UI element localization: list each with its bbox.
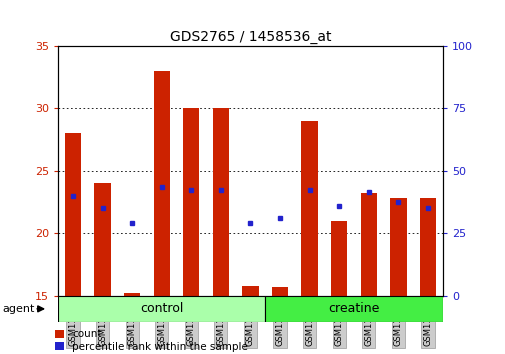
Text: control: control: [140, 302, 183, 315]
Bar: [124, 293, 140, 296]
Bar: [389, 198, 406, 296]
Bar: [301, 121, 317, 296]
Bar: [183, 108, 199, 296]
Bar: [360, 193, 376, 296]
Bar: [212, 108, 229, 296]
Text: agent: agent: [3, 304, 35, 314]
Text: creatine: creatine: [328, 302, 379, 315]
Bar: [330, 221, 346, 296]
Legend: count, percentile rank within the sample: count, percentile rank within the sample: [53, 327, 249, 354]
Bar: [242, 286, 258, 296]
Bar: [65, 133, 81, 296]
Text: GDS2765 / 1458536_at: GDS2765 / 1458536_at: [169, 30, 331, 44]
Bar: [154, 71, 170, 296]
Bar: [58, 296, 265, 322]
Bar: [94, 183, 111, 296]
Bar: [265, 296, 442, 322]
Bar: [419, 198, 435, 296]
Bar: [271, 287, 288, 296]
